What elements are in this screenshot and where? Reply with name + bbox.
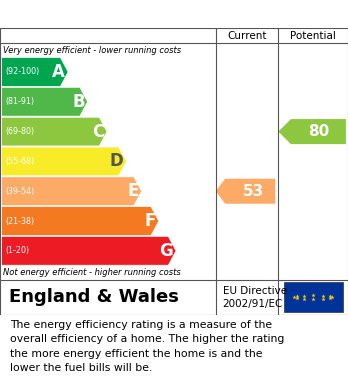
Text: 53: 53 (243, 184, 264, 199)
Text: Not energy efficient - higher running costs: Not energy efficient - higher running co… (3, 268, 181, 277)
Polygon shape (2, 88, 87, 116)
Text: (55-68): (55-68) (5, 157, 34, 166)
Text: (39-54): (39-54) (5, 187, 34, 196)
Polygon shape (2, 57, 68, 86)
Text: B: B (72, 93, 85, 111)
Text: England & Wales: England & Wales (9, 288, 179, 306)
Text: (81-91): (81-91) (5, 97, 34, 106)
Polygon shape (2, 147, 126, 176)
Bar (284, 282, 343, 312)
Text: E: E (127, 182, 139, 200)
Text: The energy efficiency rating is a measure of the
overall efficiency of a home. T: The energy efficiency rating is a measur… (10, 320, 285, 373)
Text: (21-38): (21-38) (5, 217, 34, 226)
Polygon shape (278, 119, 346, 144)
Polygon shape (216, 179, 275, 204)
Text: EU Directive
2002/91/EC: EU Directive 2002/91/EC (223, 285, 287, 309)
Text: C: C (92, 123, 104, 141)
Text: (92-100): (92-100) (5, 68, 39, 77)
Polygon shape (2, 177, 141, 206)
Text: G: G (159, 242, 173, 260)
Text: Very energy efficient - lower running costs: Very energy efficient - lower running co… (3, 46, 182, 55)
Text: Potential: Potential (290, 31, 336, 41)
Text: A: A (53, 63, 65, 81)
Text: (69-80): (69-80) (5, 127, 34, 136)
Text: (1-20): (1-20) (5, 246, 29, 255)
Polygon shape (2, 207, 159, 235)
Polygon shape (2, 237, 176, 265)
Text: 80: 80 (308, 124, 330, 139)
Text: D: D (110, 152, 124, 170)
Text: Current: Current (227, 31, 267, 41)
Text: F: F (144, 212, 156, 230)
Text: Energy Efficiency Rating: Energy Efficiency Rating (9, 7, 230, 22)
Polygon shape (2, 117, 107, 146)
